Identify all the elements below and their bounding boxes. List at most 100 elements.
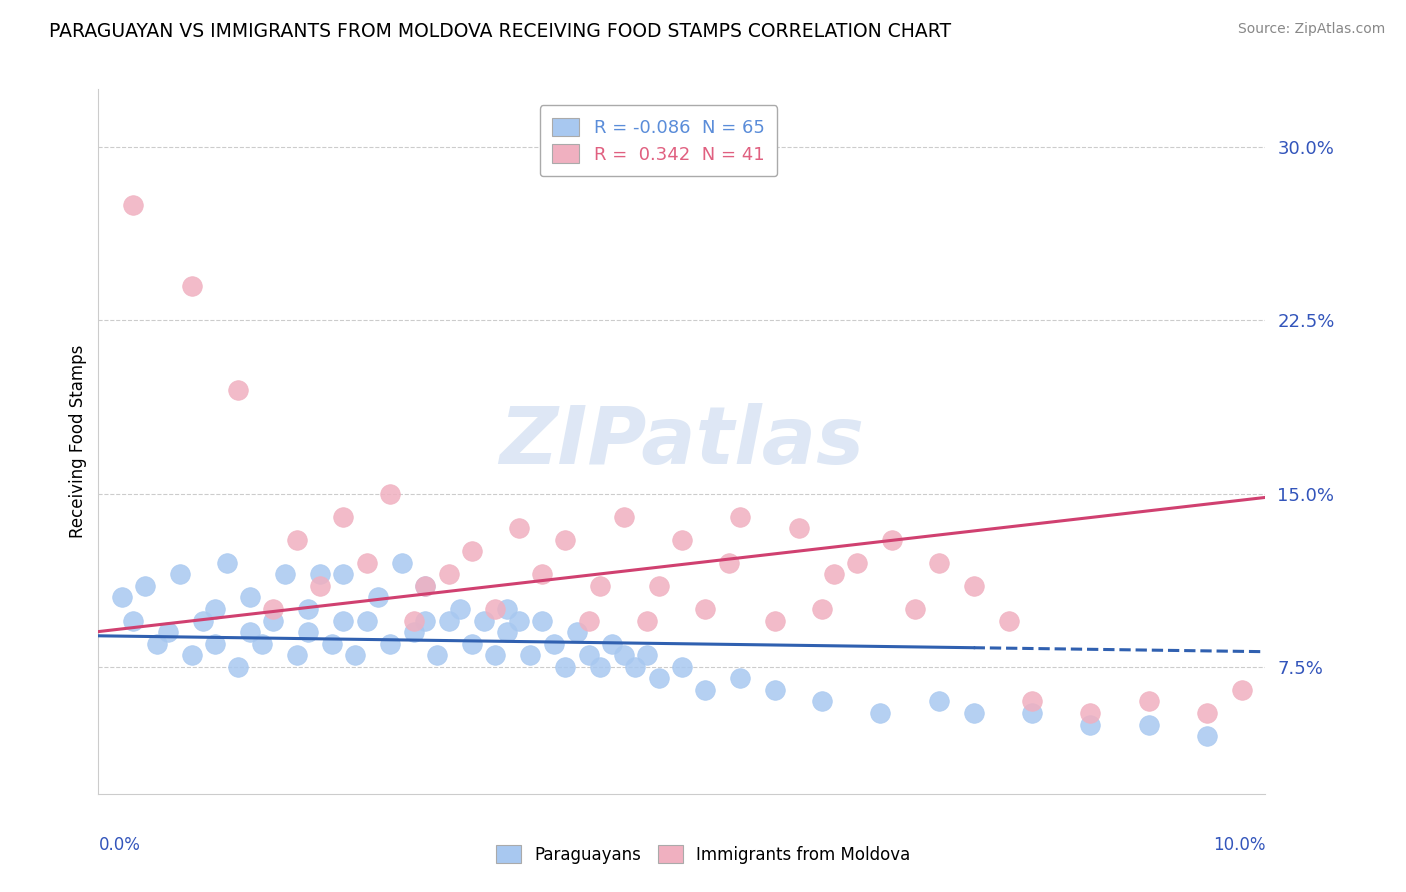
Point: [413, 579, 436, 593]
Point: [1195, 729, 1218, 743]
Point: [554, 533, 576, 547]
Point: [437, 567, 460, 582]
Point: [122, 614, 145, 628]
Point: [356, 614, 378, 628]
Point: [367, 591, 389, 605]
Point: [962, 579, 984, 593]
Point: [823, 567, 845, 582]
Point: [332, 567, 354, 582]
Y-axis label: Receiving Food Stamps: Receiving Food Stamps: [69, 345, 87, 538]
Text: 10.0%: 10.0%: [1213, 836, 1265, 855]
Point: [997, 614, 1019, 628]
Point: [204, 637, 226, 651]
Point: [1080, 717, 1102, 731]
Point: [484, 648, 506, 663]
Point: [496, 625, 519, 640]
Point: [484, 602, 506, 616]
Point: [134, 579, 156, 593]
Point: [472, 614, 495, 628]
Point: [461, 544, 484, 558]
Point: [356, 556, 378, 570]
Point: [1021, 706, 1043, 720]
Point: [262, 602, 284, 616]
Point: [309, 579, 332, 593]
Point: [391, 556, 413, 570]
Legend: R = -0.086  N = 65, R =  0.342  N = 41: R = -0.086 N = 65, R = 0.342 N = 41: [540, 105, 778, 177]
Point: [962, 706, 984, 720]
Point: [928, 694, 950, 708]
Point: [671, 533, 693, 547]
Point: [426, 648, 449, 663]
Point: [321, 637, 343, 651]
Point: [730, 671, 752, 685]
Point: [519, 648, 541, 663]
Point: [413, 614, 436, 628]
Point: [508, 614, 530, 628]
Point: [1080, 706, 1102, 720]
Point: [215, 556, 238, 570]
Point: [647, 671, 669, 685]
Point: [530, 614, 553, 628]
Point: [730, 509, 752, 524]
Point: [717, 556, 740, 570]
Text: ZIPatlas: ZIPatlas: [499, 402, 865, 481]
Point: [332, 614, 354, 628]
Point: [636, 648, 658, 663]
Point: [239, 625, 262, 640]
Point: [402, 625, 425, 640]
Point: [309, 567, 332, 582]
Point: [508, 521, 530, 535]
Point: [811, 694, 834, 708]
Point: [297, 625, 319, 640]
Point: [285, 648, 308, 663]
Point: [671, 660, 693, 674]
Point: [695, 602, 717, 616]
Point: [169, 567, 191, 582]
Point: [380, 486, 402, 500]
Point: [763, 614, 786, 628]
Text: Source: ZipAtlas.com: Source: ZipAtlas.com: [1237, 22, 1385, 37]
Point: [180, 648, 202, 663]
Point: [612, 509, 634, 524]
Point: [1230, 682, 1253, 697]
Point: [146, 637, 169, 651]
Point: [193, 614, 215, 628]
Point: [204, 602, 226, 616]
Point: [1195, 706, 1218, 720]
Point: [122, 198, 145, 212]
Point: [1137, 717, 1160, 731]
Point: [543, 637, 565, 651]
Point: [228, 383, 250, 397]
Point: [565, 625, 588, 640]
Point: [332, 509, 354, 524]
Point: [239, 591, 262, 605]
Point: [846, 556, 869, 570]
Point: [496, 602, 519, 616]
Point: [380, 637, 402, 651]
Point: [437, 614, 460, 628]
Legend: Paraguayans, Immigrants from Moldova: Paraguayans, Immigrants from Moldova: [489, 838, 917, 871]
Point: [880, 533, 903, 547]
Point: [612, 648, 634, 663]
Point: [449, 602, 471, 616]
Point: [285, 533, 308, 547]
Point: [578, 614, 600, 628]
Point: [647, 579, 669, 593]
Point: [180, 278, 202, 293]
Point: [1021, 694, 1043, 708]
Point: [695, 682, 717, 697]
Point: [904, 602, 927, 616]
Point: [624, 660, 647, 674]
Point: [402, 614, 425, 628]
Point: [578, 648, 600, 663]
Point: [413, 579, 436, 593]
Text: 0.0%: 0.0%: [98, 836, 141, 855]
Point: [228, 660, 250, 674]
Point: [461, 637, 484, 651]
Point: [811, 602, 834, 616]
Point: [262, 614, 284, 628]
Point: [250, 637, 273, 651]
Text: PARAGUAYAN VS IMMIGRANTS FROM MOLDOVA RECEIVING FOOD STAMPS CORRELATION CHART: PARAGUAYAN VS IMMIGRANTS FROM MOLDOVA RE…: [49, 22, 952, 41]
Point: [344, 648, 367, 663]
Point: [928, 556, 950, 570]
